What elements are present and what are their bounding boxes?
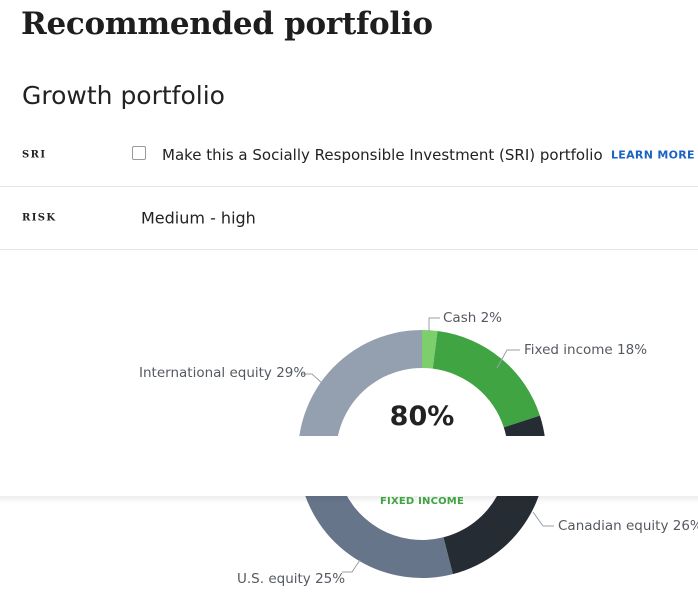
page-title: Recommended portfolio (21, 6, 433, 42)
allocation-donut-chart (298, 317, 554, 578)
international-equity-leader (302, 373, 323, 384)
portfolio-name: Growth portfolio (22, 81, 225, 110)
risk-value: Medium - high (141, 208, 256, 228)
cash-slice (422, 330, 438, 369)
risk-row: RISK Medium - high (0, 187, 698, 250)
center-percentage: 80% (389, 401, 455, 432)
us-equity-leader (342, 559, 361, 573)
risk-label: RISK (22, 212, 57, 224)
canadian-equity-label: Canadian equity 26% (558, 518, 698, 534)
fixed-income-leader (496, 349, 520, 369)
learn-more-link[interactable]: LEARN MORE (611, 148, 695, 162)
fixed-income-label: Fixed income 18% (524, 342, 648, 358)
us-equity-slice (301, 475, 453, 578)
us-equity-label: U.S. equity 25% (237, 571, 346, 587)
overlay-panel-shadow (0, 496, 698, 504)
sri-description[interactable]: Make this a Socially Responsible Investm… (162, 146, 603, 164)
cash-leader (428, 317, 440, 332)
overlay-panel (0, 436, 698, 496)
canadian-equity-leader (532, 511, 554, 527)
fixed-income-slice (432, 330, 540, 428)
center-caption: FIXED INCOME (380, 496, 464, 507)
cash-label: Cash 2% (443, 310, 502, 326)
sri-row: SRI Make this a Socially Responsible Inv… (0, 124, 698, 187)
sri-checkbox[interactable] (132, 146, 146, 160)
sri-label: SRI (22, 149, 47, 161)
international-equity-label: International equity 29% (139, 365, 307, 381)
